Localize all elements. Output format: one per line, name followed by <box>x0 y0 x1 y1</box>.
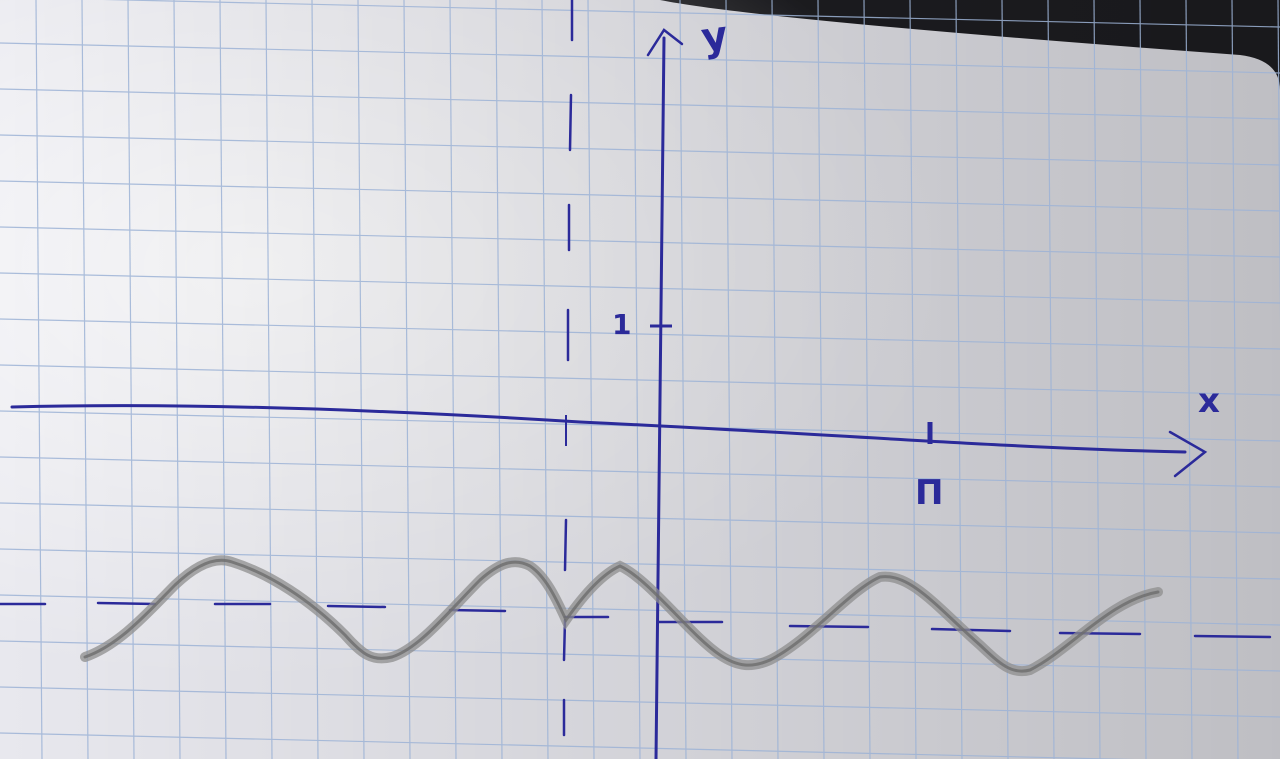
grid-line-vertical <box>265 0 273 759</box>
grid-line-vertical <box>909 0 917 759</box>
grid-line-horizontal <box>0 456 1280 488</box>
grid-line-horizontal <box>0 42 1280 74</box>
grid-line-horizontal <box>0 548 1280 580</box>
grid-line-vertical <box>817 0 825 759</box>
grid-line-vertical <box>1047 0 1055 759</box>
grid-line-horizontal <box>0 318 1280 350</box>
grid-line-vertical <box>357 0 365 759</box>
grid-line-vertical <box>1185 0 1193 759</box>
grid-line-vertical <box>1139 0 1147 759</box>
grid-line-vertical <box>863 0 871 759</box>
grid-line-horizontal <box>0 502 1280 534</box>
grid-line-horizontal <box>0 134 1280 166</box>
y-axis-arrow <box>646 28 684 57</box>
grid-line-vertical <box>541 0 549 759</box>
y-axis-label: y <box>699 12 731 61</box>
grid-line-vertical <box>1277 0 1280 329</box>
grid-line-vertical <box>219 0 227 759</box>
grid-line-horizontal <box>0 226 1280 258</box>
grid-line-vertical <box>35 0 43 759</box>
grid-line-horizontal <box>0 272 1280 304</box>
x-axis-arrow <box>1168 430 1208 478</box>
grid-line-vertical <box>771 0 779 759</box>
x-axis-label: x <box>1198 381 1220 421</box>
grid-line-horizontal <box>0 364 1280 396</box>
tick-x-label: П <box>915 473 943 513</box>
grid-line-horizontal <box>0 180 1280 212</box>
grid-line-horizontal <box>0 594 1280 626</box>
grid-line-vertical <box>403 0 411 759</box>
grid-line-vertical <box>587 0 595 759</box>
grid-line-vertical <box>725 0 733 759</box>
grid-line-vertical <box>449 0 457 759</box>
pencil-curve-core <box>83 558 1160 673</box>
grid-line-vertical <box>1231 0 1239 759</box>
grid-line-vertical <box>1001 0 1009 759</box>
grid-line-horizontal <box>0 88 1280 120</box>
grid-line-horizontal <box>0 686 1280 718</box>
grid-line-vertical <box>81 0 89 759</box>
grid-line-horizontal <box>0 732 1135 759</box>
grid-line-horizontal <box>102 0 1280 28</box>
grid-line-vertical <box>495 0 503 759</box>
grid-line-horizontal <box>0 640 1280 672</box>
x-axis <box>10 404 1187 454</box>
grid-line-vertical <box>679 0 687 759</box>
grid-line-vertical <box>311 0 319 759</box>
tick-y-label: 1 <box>612 308 631 341</box>
grid-line-vertical <box>173 0 181 759</box>
